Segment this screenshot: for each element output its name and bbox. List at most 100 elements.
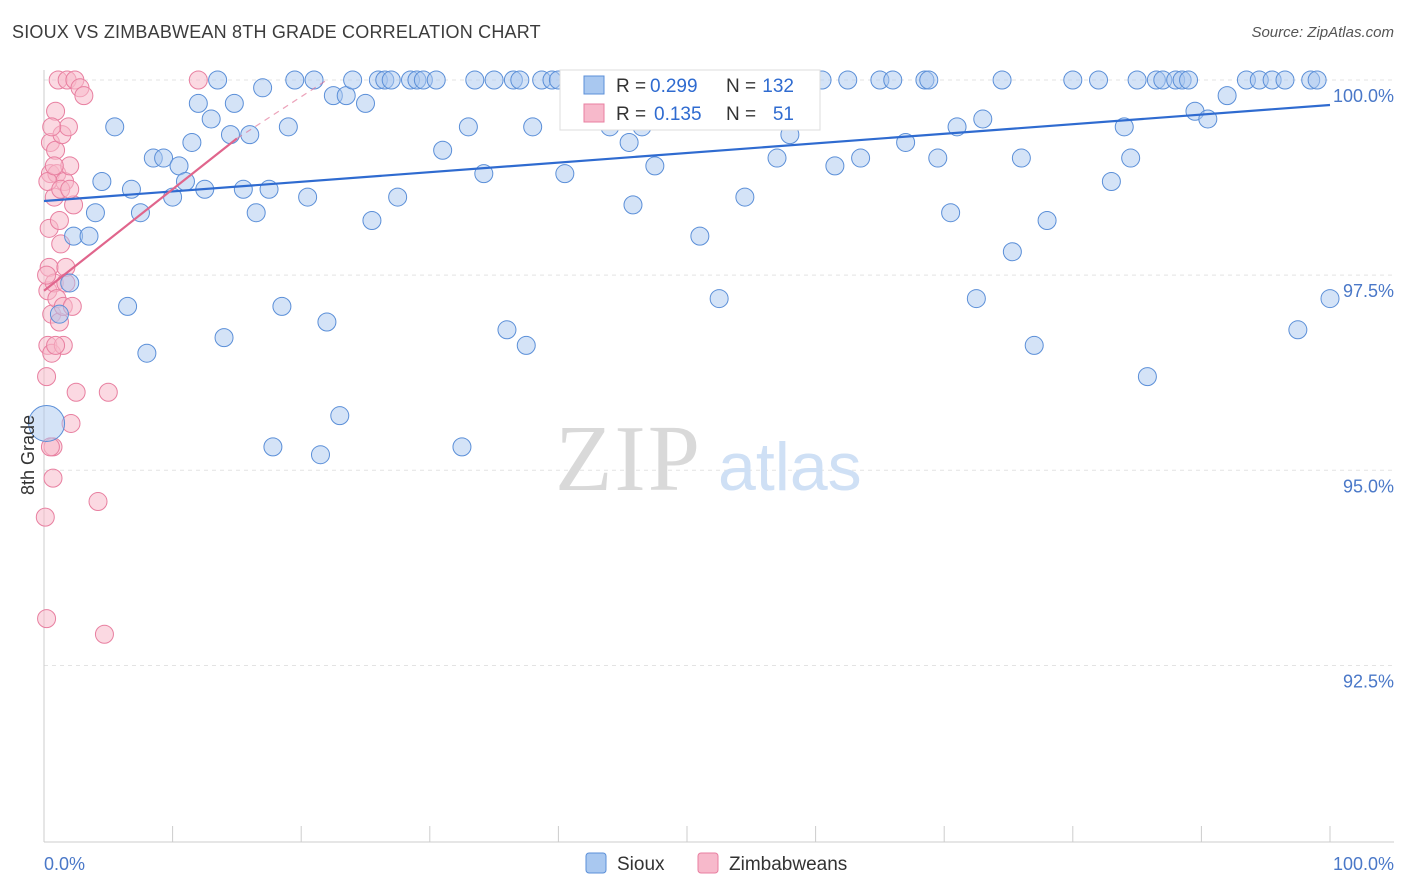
series-legend-label-zimbabweans: Zimbabweans xyxy=(729,854,847,875)
sioux-point xyxy=(388,187,408,207)
sioux-point xyxy=(645,156,665,176)
sioux-point xyxy=(1121,148,1141,168)
sioux-point xyxy=(285,70,305,90)
sioux-point xyxy=(298,187,318,207)
sioux-trendline xyxy=(43,103,1331,203)
sioux-point xyxy=(356,93,375,113)
sioux-point xyxy=(154,148,174,168)
stats-legend-swatch-zimbabweans xyxy=(583,103,605,123)
sioux-point xyxy=(623,195,643,215)
sioux-point xyxy=(458,117,478,137)
sioux-point xyxy=(1101,171,1121,191)
sioux-point xyxy=(310,445,330,465)
zimbabweans-trendline xyxy=(43,137,238,292)
sioux-point xyxy=(1320,289,1340,309)
stats-r-label-zimbabweans: R = xyxy=(616,104,646,125)
sioux-point xyxy=(947,117,967,137)
zimbabweans-points xyxy=(35,70,208,644)
sioux-point xyxy=(60,273,80,293)
zimbabweans-point xyxy=(88,492,108,512)
sioux-point xyxy=(465,70,485,90)
sioux-point xyxy=(182,132,202,152)
sioux-point xyxy=(992,70,1012,90)
sioux-point xyxy=(246,203,266,223)
stats-r-value-sioux: 0.299 xyxy=(650,76,698,97)
zimbabweans-point xyxy=(43,468,63,488)
watermark-zip: ZIP xyxy=(555,407,702,511)
sioux-point xyxy=(966,289,986,309)
zimbabweans-trendline-extension xyxy=(236,79,328,140)
zimbabweans-point xyxy=(37,367,57,387)
zimbabweans-point xyxy=(74,86,94,106)
sioux-point xyxy=(510,70,530,90)
x-tick-label-max: 100.0% xyxy=(1333,854,1394,874)
sioux-point xyxy=(1127,70,1147,90)
zimbabweans-point xyxy=(42,117,62,137)
sioux-point xyxy=(497,320,517,340)
stats-n-label-zimbabweans: N = xyxy=(726,104,756,125)
axes xyxy=(43,70,1394,843)
sioux-point xyxy=(851,148,871,168)
zimbabweans-point xyxy=(37,265,57,285)
zimbabweans-point xyxy=(46,101,66,121)
sioux-point xyxy=(555,164,575,184)
sioux-point xyxy=(137,343,157,363)
stats-r-value-zimbabweans: 0.135 xyxy=(654,104,702,125)
sioux-point xyxy=(362,211,382,231)
sioux-point xyxy=(1089,70,1109,90)
zimbabweans-point xyxy=(188,70,208,90)
sioux-point xyxy=(49,304,69,324)
stats-legend-swatch-sioux xyxy=(583,75,605,95)
series-legend-swatch-zimbabweans xyxy=(697,852,719,874)
series-legend: Sioux Zimbabweans xyxy=(585,852,847,875)
sioux-point xyxy=(433,140,453,160)
zimbabweans-point xyxy=(60,179,80,199)
sioux-point xyxy=(1037,211,1057,231)
sioux-point xyxy=(85,203,105,223)
sioux-point xyxy=(1011,148,1031,168)
sioux-point xyxy=(1137,367,1157,387)
zimbabweans-point xyxy=(37,609,57,629)
zimbabweans-point xyxy=(98,382,118,402)
zimbabweans-point xyxy=(58,117,78,137)
y-tick-label-2: 95.0% xyxy=(1343,476,1394,496)
sioux-point xyxy=(484,70,504,90)
y-tick-label-3: 92.5% xyxy=(1343,671,1394,691)
trendlines xyxy=(43,79,1331,292)
stats-n-value-zimbabweans: 51 xyxy=(773,104,794,125)
sioux-point xyxy=(1114,117,1134,137)
sioux-point xyxy=(201,109,221,129)
watermark-atlas: atlas xyxy=(718,429,862,505)
zimbabweans-point xyxy=(35,507,55,527)
sioux-point xyxy=(240,125,260,145)
sioux-point xyxy=(263,437,283,457)
series-legend-swatch-sioux xyxy=(585,852,607,874)
y-tick-label-0: 100.0% xyxy=(1333,86,1394,106)
sioux-point xyxy=(304,70,324,90)
stats-n-label-sioux: N = xyxy=(726,76,756,97)
zimbabweans-point xyxy=(44,156,64,176)
sioux-point xyxy=(92,171,112,191)
sioux-point xyxy=(767,148,787,168)
sioux-point xyxy=(825,156,845,176)
sioux-point xyxy=(343,70,363,90)
sioux-point xyxy=(28,404,66,442)
sioux-point xyxy=(272,296,292,316)
sioux-point xyxy=(330,406,350,426)
zimbabweans-point xyxy=(94,624,114,644)
sioux-point xyxy=(838,70,858,90)
gridlines xyxy=(44,79,1394,666)
x-tick-label-min: 0.0% xyxy=(44,854,85,874)
y-axis-title: 8th Grade xyxy=(18,415,38,495)
sioux-point xyxy=(709,289,729,309)
source-credit: Source: ZipAtlas.com xyxy=(1251,24,1394,41)
sioux-point xyxy=(1063,70,1083,90)
sioux-point xyxy=(1275,70,1295,90)
stats-r-label-sioux: R = xyxy=(616,76,646,97)
sioux-point xyxy=(105,117,125,137)
sioux-point xyxy=(426,70,446,90)
sioux-point xyxy=(79,226,99,246)
chart-title: SIOUX VS ZIMBABWEAN 8TH GRADE CORRELATIO… xyxy=(12,22,541,42)
sioux-point xyxy=(452,437,472,457)
